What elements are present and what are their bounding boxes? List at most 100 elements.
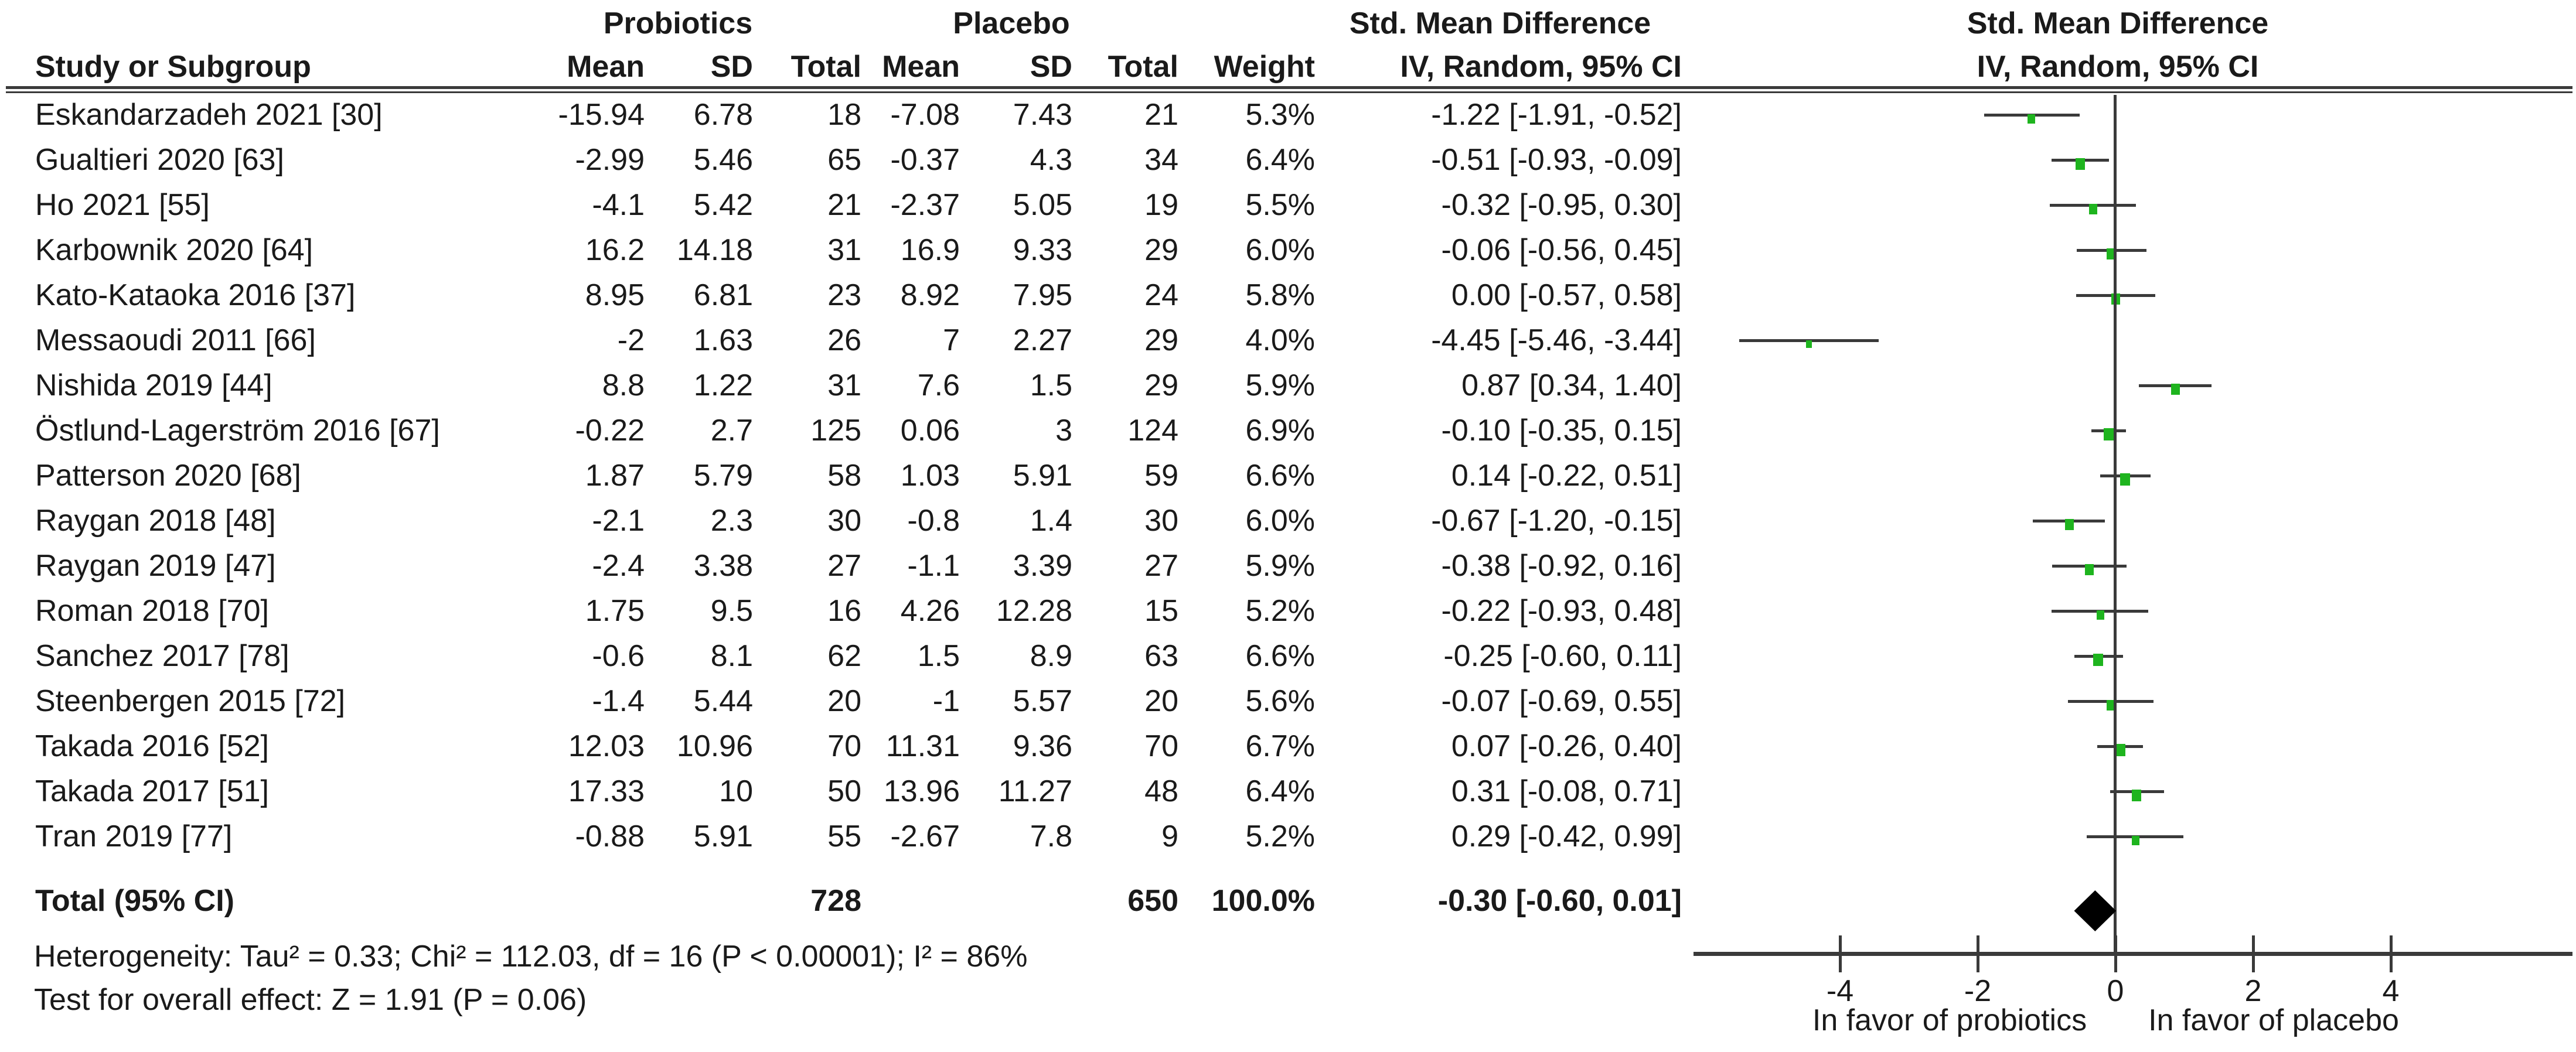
column-header-sd-placebo: SD bbox=[1030, 50, 1072, 84]
effect-square bbox=[2115, 744, 2125, 756]
study-name-cell: Tran 2019 [77] bbox=[35, 819, 233, 853]
ci-text-cell: -0.10 [-0.35, 0.15] bbox=[1441, 414, 1682, 448]
probiotics-sd-cell: 5.46 bbox=[693, 143, 753, 177]
weight-cell: 5.5% bbox=[1245, 188, 1315, 222]
weight-cell: 6.7% bbox=[1245, 729, 1315, 763]
probiotics-total-cell: 20 bbox=[827, 684, 861, 718]
axis-tick-label: 2 bbox=[2244, 974, 2262, 1008]
placebo-sd-cell: 12.28 bbox=[996, 594, 1072, 628]
placebo-mean-cell: 1.03 bbox=[900, 459, 960, 493]
probiotics-sd-cell: 1.63 bbox=[693, 323, 753, 357]
probiotics-sd-cell: 14.18 bbox=[676, 233, 753, 267]
probiotics-sd-cell: 1.22 bbox=[693, 368, 753, 402]
probiotics-sd-cell: 2.7 bbox=[710, 414, 753, 448]
probiotics-total-cell: 62 bbox=[827, 639, 861, 673]
placebo-total-cell: 34 bbox=[1144, 143, 1178, 177]
placebo-sd-cell: 7.43 bbox=[1013, 98, 1072, 132]
placebo-sd-cell: 1.5 bbox=[1030, 368, 1072, 402]
placebo-mean-cell: 7.6 bbox=[917, 368, 960, 402]
probiotics-sd-cell: 6.81 bbox=[693, 278, 753, 312]
probiotics-mean-cell: 16.2 bbox=[585, 233, 645, 267]
axis-tick-label: 0 bbox=[2107, 974, 2124, 1008]
weight-cell: 5.6% bbox=[1245, 684, 1315, 718]
overall-effect-text: Test for overall effect: Z = 1.91 (P = 0… bbox=[34, 983, 587, 1017]
probiotics-total-cell: 125 bbox=[810, 414, 861, 448]
probiotics-total-cell: 26 bbox=[827, 323, 861, 357]
study-name-cell: Patterson 2020 [68] bbox=[35, 459, 301, 493]
placebo-mean-cell: 7 bbox=[943, 323, 960, 357]
probiotics-sd-cell: 10.96 bbox=[676, 729, 753, 763]
placebo-total-cell: 9 bbox=[1161, 819, 1178, 853]
probiotics-total-cell: 70 bbox=[827, 729, 861, 763]
probiotics-mean-cell: 12.03 bbox=[568, 729, 645, 763]
column-header-study: Study or Subgroup bbox=[35, 50, 311, 84]
axis-label-left: In favor of probiotics bbox=[1812, 1003, 2087, 1037]
ci-text-cell: 0.87 [0.34, 1.40] bbox=[1461, 368, 1682, 402]
effect-square bbox=[2131, 835, 2139, 845]
placebo-total-cell: 21 bbox=[1144, 98, 1178, 132]
study-name-cell: Ho 2021 [55] bbox=[35, 188, 210, 222]
effect-square bbox=[2089, 203, 2098, 214]
probiotics-mean-cell: 8.8 bbox=[602, 368, 645, 402]
placebo-sd-cell: 4.3 bbox=[1030, 143, 1072, 177]
ci-text-cell: -0.25 [-0.60, 0.11] bbox=[1443, 639, 1682, 673]
placebo-mean-cell: -1.1 bbox=[907, 549, 960, 583]
probiotics-sd-cell: 9.5 bbox=[710, 594, 753, 628]
weight-cell: 5.9% bbox=[1245, 549, 1315, 583]
placebo-sd-cell: 8.9 bbox=[1030, 639, 1072, 673]
weight-cell: 5.9% bbox=[1245, 368, 1315, 402]
ci-text-cell: -4.45 [-5.46, -3.44] bbox=[1431, 323, 1682, 357]
pooled-diamond bbox=[2074, 890, 2117, 931]
placebo-total-cell: 59 bbox=[1144, 459, 1178, 493]
effect-square bbox=[2084, 564, 2094, 575]
effect-square bbox=[2064, 519, 2074, 530]
placebo-mean-cell: -7.08 bbox=[890, 98, 960, 132]
probiotics-total-cell: 21 bbox=[827, 188, 861, 222]
ci-text-cell: -0.67 [-1.20, -0.15] bbox=[1431, 504, 1682, 538]
placebo-sd-cell: 5.91 bbox=[1013, 459, 1072, 493]
ci-text-cell: -1.22 [-1.91, -0.52] bbox=[1431, 98, 1682, 132]
probiotics-total-cell: 31 bbox=[827, 233, 861, 267]
weight-cell: 6.6% bbox=[1245, 459, 1315, 493]
total-row-label: Total (95% CI) bbox=[35, 884, 234, 918]
probiotics-total-cell: 30 bbox=[827, 504, 861, 538]
axis-tick-label: -4 bbox=[1826, 974, 1854, 1008]
placebo-mean-cell: 13.96 bbox=[883, 774, 960, 808]
placebo-sd-cell: 5.05 bbox=[1013, 188, 1072, 222]
column-group-smd: Std. Mean Difference bbox=[1349, 6, 1651, 40]
weight-cell: 6.6% bbox=[1245, 639, 1315, 673]
study-name-cell: Östlund-Lagerström 2016 [67] bbox=[35, 414, 440, 448]
weight-cell: 6.9% bbox=[1245, 414, 1315, 448]
probiotics-mean-cell: -2.4 bbox=[592, 549, 645, 583]
probiotics-mean-cell: -2.1 bbox=[592, 504, 645, 538]
probiotics-mean-cell: -2.99 bbox=[575, 143, 645, 177]
probiotics-total-cell: 18 bbox=[827, 98, 861, 132]
probiotics-total-cell: 27 bbox=[827, 549, 861, 583]
ci-text-cell: 0.07 [-0.26, 0.40] bbox=[1451, 729, 1682, 763]
study-name-cell: Eskandarzadeh 2021 [30] bbox=[35, 98, 383, 132]
study-name-cell: Steenbergen 2015 [72] bbox=[35, 684, 346, 718]
probiotics-mean-cell: 1.87 bbox=[585, 459, 645, 493]
probiotics-total-cell: 16 bbox=[827, 594, 861, 628]
ci-text-cell: 0.31 [-0.08, 0.71] bbox=[1451, 774, 1682, 808]
column-header-mean-placebo: Mean bbox=[882, 50, 960, 84]
placebo-total-cell: 19 bbox=[1144, 188, 1178, 222]
placebo-sd-cell: 2.27 bbox=[1013, 323, 1072, 357]
probiotics-total-cell: 58 bbox=[827, 459, 861, 493]
weight-cell: 5.3% bbox=[1245, 98, 1315, 132]
study-name-cell: Raygan 2018 [48] bbox=[35, 504, 276, 538]
study-name-cell: Sanchez 2017 [78] bbox=[35, 639, 289, 673]
ci-text-cell: -0.06 [-0.56, 0.45] bbox=[1441, 233, 1682, 267]
placebo-mean-cell: -0.8 bbox=[907, 504, 960, 538]
placebo-total-cell: 29 bbox=[1144, 368, 1178, 402]
plot-title-smd: Std. Mean Difference bbox=[1967, 6, 2269, 40]
weight-cell: 6.0% bbox=[1245, 504, 1315, 538]
plot-subtitle-iv-random: IV, Random, 95% CI bbox=[1977, 50, 2259, 84]
axis-label-right: In favor of placebo bbox=[2148, 1003, 2399, 1037]
placebo-total-cell: 63 bbox=[1144, 639, 1178, 673]
placebo-sd-cell: 5.57 bbox=[1013, 684, 1072, 718]
probiotics-mean-cell: -0.6 bbox=[592, 639, 645, 673]
probiotics-total-cell: 31 bbox=[827, 368, 861, 402]
study-name-cell: Kato-Kataoka 2016 [37] bbox=[35, 278, 356, 312]
